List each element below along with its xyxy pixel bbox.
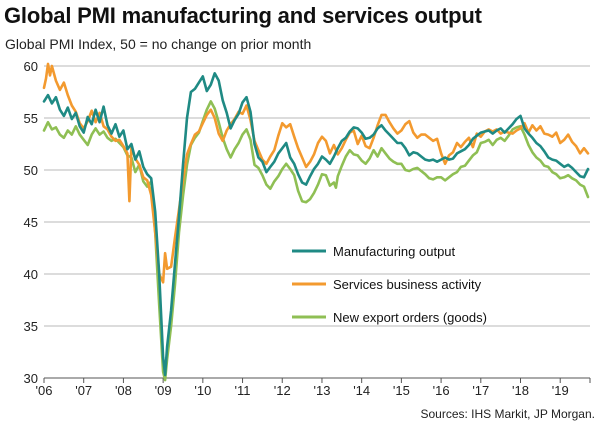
series-line-manufacturing	[42, 72, 590, 377]
x-tick-label: '15	[393, 383, 410, 398]
y-tick-label: 50	[24, 163, 38, 178]
y-tick-label: 45	[24, 215, 38, 230]
x-tick-label: '09	[155, 383, 172, 398]
y-tick-label: 40	[24, 267, 38, 282]
x-tick-label: '16	[433, 383, 450, 398]
x-tick-label: '12	[274, 383, 291, 398]
y-tick-label: 30	[24, 371, 38, 386]
chart-subtitle: Global PMI Index, 50 = no change on prio…	[5, 36, 312, 52]
y-tick-label: 35	[24, 319, 38, 334]
x-tick-label: '19	[552, 383, 569, 398]
x-tick-label: '17	[472, 383, 489, 398]
chart-title: Global PMI manufacturing and services ou…	[4, 3, 482, 28]
x-tick-label: '10	[194, 383, 211, 398]
legend-label-services: Services business activity	[333, 277, 482, 292]
x-tick-label: '06	[36, 383, 53, 398]
series-line-export	[42, 100, 590, 382]
x-tick-label: '07	[75, 383, 92, 398]
legend-label-manufacturing: Manufacturing output	[333, 244, 456, 259]
y-tick-label: 60	[24, 59, 38, 74]
x-tick-label: '18	[512, 383, 529, 398]
legend-label-export: New export orders (goods)	[333, 310, 487, 325]
x-tick-label: '08	[115, 383, 132, 398]
chart-source: Sources: IHS Markit, JP Morgan.	[420, 407, 595, 421]
x-tick-label: '14	[353, 383, 370, 398]
x-tick-label: '13	[313, 383, 330, 398]
x-tick-label: '11	[235, 383, 251, 398]
y-tick-label: 55	[24, 111, 38, 126]
